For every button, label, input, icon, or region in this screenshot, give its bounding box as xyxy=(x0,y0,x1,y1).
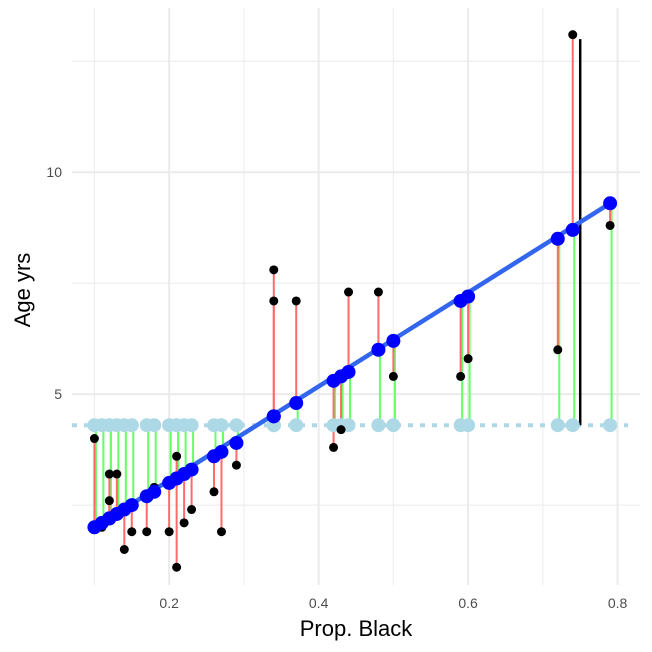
observed-point xyxy=(231,460,241,470)
fitted-point xyxy=(124,498,139,513)
y-tick-label: 5 xyxy=(54,386,62,402)
mean-point xyxy=(289,418,304,433)
mean-point xyxy=(550,418,565,433)
fitted-point xyxy=(184,462,199,477)
observed-point xyxy=(463,354,473,364)
observed-point xyxy=(172,451,182,461)
x-tick-label: 0.6 xyxy=(458,595,478,611)
observed-point xyxy=(269,296,279,306)
tick-layer: 0.2 0.4 0.6 0.8 5 10 xyxy=(46,164,627,611)
mean-point xyxy=(603,418,618,433)
observed-point xyxy=(373,287,383,297)
observed-point xyxy=(187,505,197,515)
mean-point xyxy=(229,418,244,433)
observed-point xyxy=(209,487,219,497)
observed-point xyxy=(104,469,114,479)
observed-point xyxy=(568,30,578,40)
observed-point xyxy=(179,518,189,528)
observed-point xyxy=(119,544,129,554)
observed-point xyxy=(553,345,563,355)
observed-point xyxy=(291,296,301,306)
mean-point xyxy=(565,418,580,433)
mean-point xyxy=(214,418,229,433)
mean-point xyxy=(386,418,401,433)
fitted-point xyxy=(266,409,281,424)
observed-point xyxy=(216,527,226,537)
mean-point xyxy=(461,418,476,433)
point-layer xyxy=(87,30,618,572)
observed-point xyxy=(269,265,279,275)
fitted-point xyxy=(603,196,618,211)
observed-point xyxy=(104,496,114,506)
mean-point xyxy=(184,418,199,433)
y-tick-label: 10 xyxy=(46,164,62,180)
fitted-point xyxy=(565,222,580,237)
fitted-point xyxy=(147,484,162,499)
fitted-point xyxy=(214,444,229,459)
observed-point xyxy=(336,425,346,435)
fitted-point xyxy=(461,289,476,304)
observed-point xyxy=(344,287,354,297)
fitted-point xyxy=(386,333,401,348)
x-tick-label: 0.2 xyxy=(159,595,179,611)
observed-point xyxy=(164,527,174,537)
x-tick-label: 0.4 xyxy=(309,595,329,611)
fitted-point xyxy=(341,364,356,379)
observed-point xyxy=(127,527,137,537)
observed-point xyxy=(112,469,122,479)
fitted-point xyxy=(371,342,386,357)
observed-point xyxy=(456,371,466,381)
mean-point xyxy=(371,418,386,433)
fitted-point xyxy=(550,231,565,246)
x-axis-title: Prop. Black xyxy=(300,616,413,641)
x-tick-label: 0.8 xyxy=(608,595,628,611)
observed-point xyxy=(89,434,99,444)
mean-point xyxy=(124,418,139,433)
grid-layer xyxy=(72,8,640,585)
mean-point xyxy=(147,418,162,433)
fitted-point xyxy=(289,396,304,411)
y-axis-title: Age yrs xyxy=(10,253,35,328)
observed-point xyxy=(605,220,615,230)
observed-point xyxy=(388,371,398,381)
observed-point xyxy=(329,442,339,452)
fitted-point xyxy=(229,435,244,450)
observed-point xyxy=(172,562,182,572)
observed-point xyxy=(142,527,152,537)
